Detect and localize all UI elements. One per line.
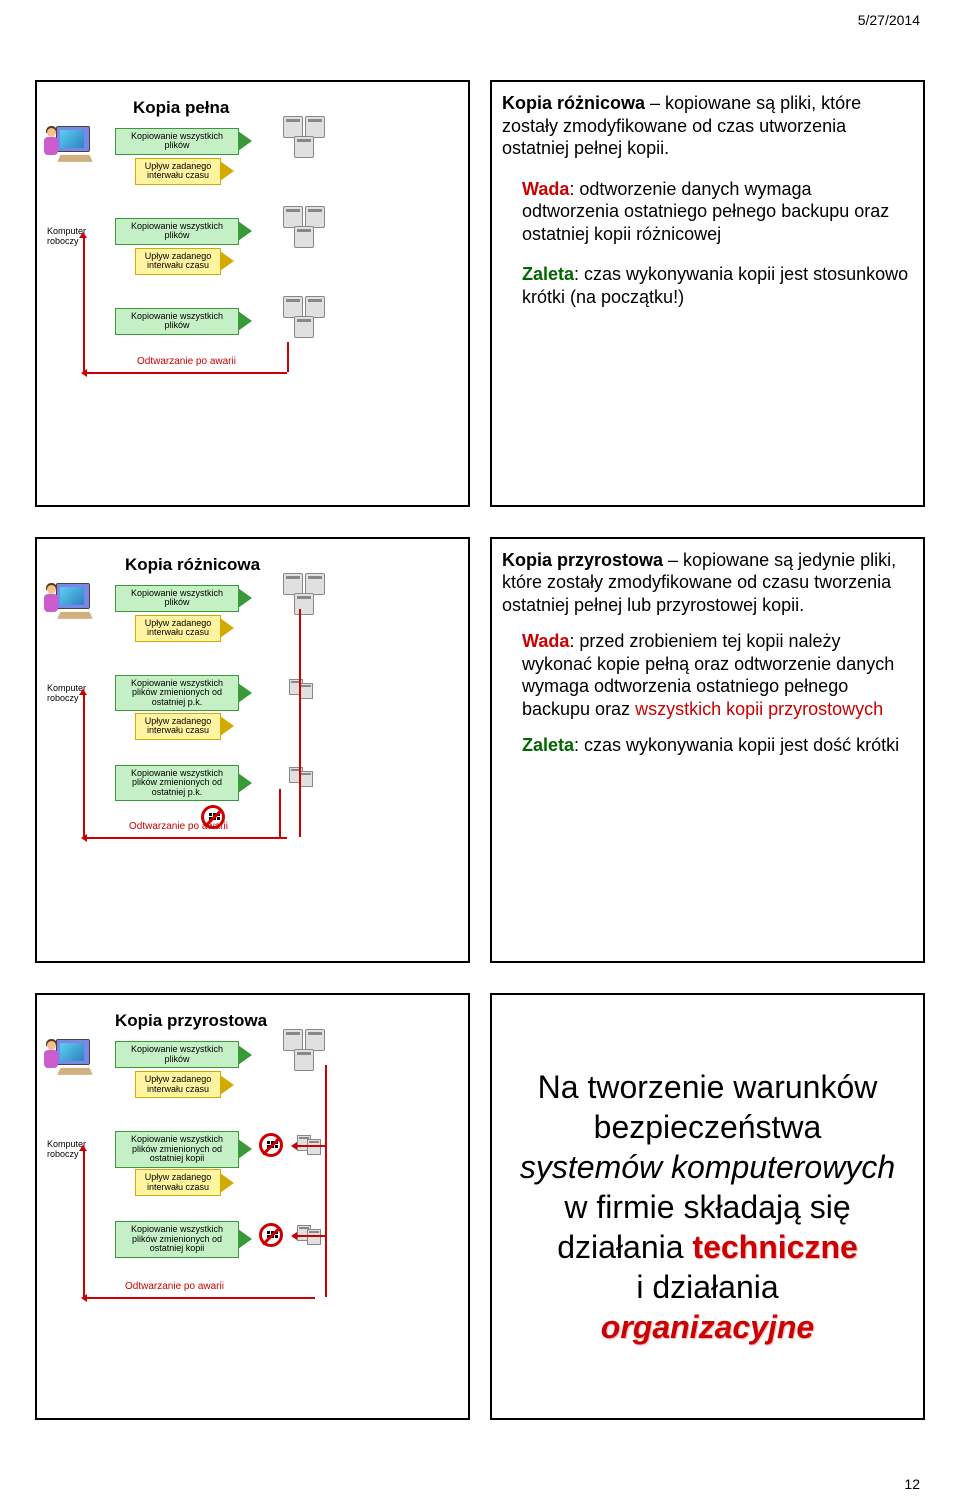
wada-label: Wada: [522, 179, 569, 199]
text-block: Kopia przyrostowa – kopiowane są jedynie…: [502, 549, 913, 757]
summary-text: Na tworzenie warunków bezpieczeństwa sys…: [520, 1067, 895, 1347]
arrow-uplyw-2: Upływ zadanego interwału czasu: [135, 248, 221, 275]
slide-kopia-przyrostowa: Kopia przyrostowa Komputer roboczy Kopio…: [35, 993, 470, 1420]
slide-text-roznicowa: Kopia różnicowa – kopiowane są pliki, kt…: [490, 80, 925, 507]
no-copy-icon: [259, 1223, 283, 1247]
disks-icon: [297, 1225, 323, 1251]
zaleta-label: Zaleta: [522, 735, 574, 755]
red-arrow: [87, 837, 287, 839]
arrow-uplyw: Upływ zadanego interwału czasu: [135, 1071, 221, 1098]
arrow-uplyw: Upływ zadanego interwału czasu: [135, 615, 221, 642]
arrow-uplyw: Upływ zadanego interwału czasu: [135, 1169, 221, 1196]
arrow-kopiowanie-2: Kopiowanie wszystkich plików: [115, 218, 239, 245]
header-date: 5/27/2014: [858, 12, 920, 28]
arrow-kopiowanie-1: Kopiowanie wszystkich plików: [115, 128, 239, 155]
red-arrow: [325, 1065, 327, 1297]
disks-icon: [283, 1029, 327, 1069]
zaleta-text: : czas wykonywania kopii jest dość krótk…: [574, 735, 899, 755]
line6: i działania: [636, 1269, 778, 1305]
line5b-techniczne: techniczne: [692, 1229, 857, 1265]
text-block: Kopia różnicowa – kopiowane są pliki, kt…: [502, 92, 913, 308]
red-arrowhead: [79, 1145, 87, 1151]
term-kopia-roznicowa: Kopia różnicowa: [502, 93, 645, 113]
line1: Na tworzenie warunków: [538, 1069, 878, 1105]
red-arrow: [87, 372, 287, 374]
arrow-kopiowanie-zmien-kopii: Kopiowanie wszystkich plików zmienionych…: [115, 1221, 239, 1257]
line3: systemów komputerowych: [520, 1149, 895, 1185]
restore-label: Odtwarzanie po awarii: [129, 821, 228, 832]
red-arrow: [279, 789, 281, 837]
no-copy-icon: [259, 1133, 283, 1157]
wada-label: Wada: [522, 631, 569, 651]
zaleta-label: Zaleta: [522, 264, 574, 284]
computer-icon: [53, 583, 93, 621]
disks-icon: [283, 116, 327, 156]
computer-icon: [53, 1039, 93, 1077]
disks-icon: [297, 1135, 323, 1161]
disks-icon: [283, 296, 327, 336]
line4: w firmie składają się: [564, 1189, 850, 1225]
restore-label: Odtwarzanie po awarii: [137, 356, 236, 367]
slide-text-przyrostowa: Kopia przyrostowa – kopiowane są jedynie…: [490, 537, 925, 964]
arrow-uplyw: Upływ zadanego interwału czasu: [135, 713, 221, 740]
arrow-kopiowanie-3: Kopiowanie wszystkich plików: [115, 308, 239, 335]
title-roznicowa: Kopia różnicowa: [125, 555, 260, 575]
line2: bezpieczeństwa: [594, 1109, 822, 1145]
computer-icon: [53, 126, 93, 164]
red-arrow: [83, 238, 85, 374]
disks-icon: [283, 573, 327, 613]
red-arrow: [287, 342, 289, 372]
red-arrow: [87, 1297, 315, 1299]
slide-kopia-roznicowa: Kopia różnicowa Komputer roboczy Kopiowa…: [35, 537, 470, 964]
wada-text: : odtworzenie danych wymaga odtworzenia …: [522, 179, 889, 244]
zaleta-text: : czas wykonywania kopii jest stosunkowo…: [522, 264, 908, 307]
slides-grid: Kopia pełna Komputer roboczy Kopiowanie …: [35, 80, 925, 1420]
red-arrow: [83, 695, 85, 839]
red-arrow: [297, 1235, 325, 1237]
term-kopia-przyrostowa: Kopia przyrostowa: [502, 550, 663, 570]
restore-label: Odtwarzanie po awarii: [125, 1281, 224, 1292]
line7-organizacyjne: organizacyjne: [601, 1309, 814, 1345]
computer-label: Komputer roboczy: [47, 683, 97, 703]
arrow-kopiowanie: Kopiowanie wszystkich plików: [115, 585, 239, 612]
red-arrowhead: [79, 689, 87, 695]
page-number: 12: [904, 1476, 920, 1492]
slide-kopia-pelna: Kopia pełna Komputer roboczy Kopiowanie …: [35, 80, 470, 507]
computer-label: Komputer roboczy: [47, 226, 97, 246]
disks-icon: [289, 679, 315, 705]
title-przyrostowa: Kopia przyrostowa: [115, 1011, 267, 1031]
arrow-kopiowanie-zmien: Kopiowanie wszystkich plików zmienionych…: [115, 675, 239, 711]
red-arrow: [299, 609, 301, 837]
computer-label: Komputer roboczy: [47, 1139, 97, 1159]
arrow-kopiowanie-zmien: Kopiowanie wszystkich plików zmienionych…: [115, 765, 239, 801]
wada-highlight: wszystkich kopii przyrostowych: [635, 699, 883, 719]
slide-summary: Na tworzenie warunków bezpieczeństwa sys…: [490, 993, 925, 1420]
arrow-kopiowanie: Kopiowanie wszystkich plików: [115, 1041, 239, 1068]
red-arrow: [297, 1145, 325, 1147]
line5a: działania: [557, 1229, 683, 1265]
red-arrow: [83, 1151, 85, 1299]
disks-icon: [289, 767, 315, 793]
disks-icon: [283, 206, 327, 246]
arrow-kopiowanie-zmien-kopii: Kopiowanie wszystkich plików zmienionych…: [115, 1131, 239, 1167]
title-kopia-pelna: Kopia pełna: [133, 98, 229, 118]
arrow-uplyw-1: Upływ zadanego interwału czasu: [135, 158, 221, 185]
red-arrowhead: [79, 232, 87, 238]
